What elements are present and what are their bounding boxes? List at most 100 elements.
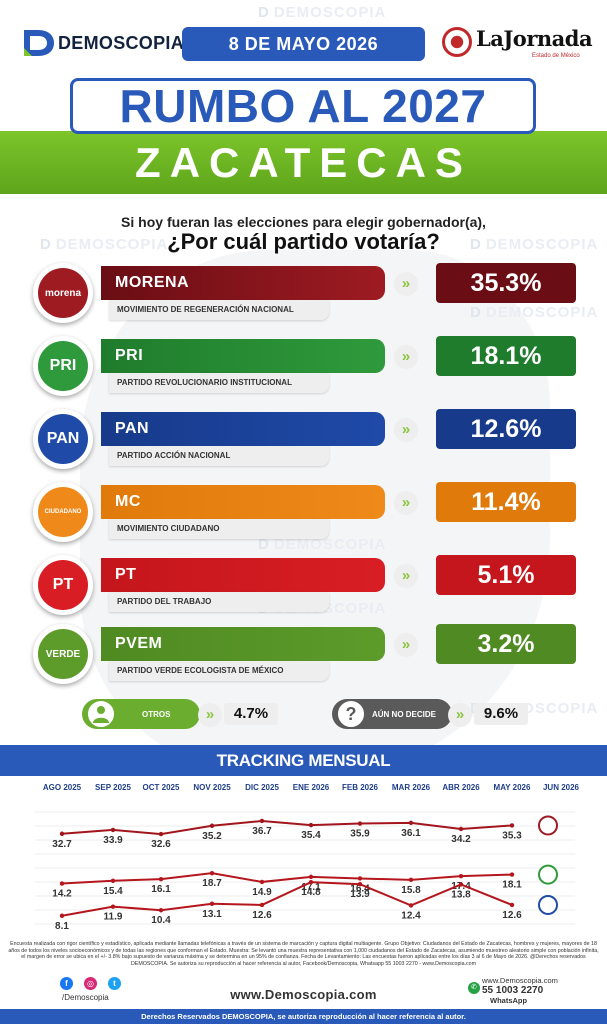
data-point xyxy=(408,820,414,826)
data-point xyxy=(259,879,265,885)
aun-no-decide-value: 9.6% xyxy=(474,703,528,725)
social-handle[interactable]: /Demoscopia xyxy=(62,993,109,1002)
rights-band: Derechos Reservados DEMOSCOPIA, se autor… xyxy=(0,1009,607,1024)
chevron-right-icon: » xyxy=(394,345,418,369)
party-abbr-bar: MORENA xyxy=(101,266,385,300)
chevron-right-icon: » xyxy=(394,491,418,515)
question-line-1: Si hoy fueran las elecciones para elegir… xyxy=(121,214,486,230)
party-logo-icon: PT xyxy=(33,555,93,615)
contact-website[interactable]: www.Demoscopia.com xyxy=(482,976,558,985)
party-percentage: 11.4% xyxy=(436,482,576,522)
legend-badge-pan-icon xyxy=(538,894,558,915)
data-label: 18.7 xyxy=(202,878,222,889)
party-abbr-bar: PAN xyxy=(101,412,385,446)
data-point xyxy=(158,876,164,882)
subtitle-band xyxy=(0,131,607,194)
data-point xyxy=(259,902,265,908)
party-row-pri: PRI PRI PARTIDO REVOLUCIONARIO INSTITUCION… xyxy=(0,336,607,402)
data-label: 35.3 xyxy=(502,830,522,841)
party-row-pvem: VERDE PVEM PARTIDO VERDE ECOLOGISTA DE MÉX… xyxy=(0,624,607,690)
party-row-pan: PAN PAN PARTIDO ACCIÓN NACIONAL» 12.6% xyxy=(0,409,607,475)
data-point xyxy=(209,823,215,828)
data-label: 32.6 xyxy=(151,839,171,850)
legend-badge-morena-icon xyxy=(538,815,558,836)
data-label: 34.2 xyxy=(451,834,471,845)
party-logo-icon: VERDE xyxy=(33,624,93,684)
party-percentage: 3.2% xyxy=(436,624,576,664)
x-tick-label: ABR 2026 xyxy=(442,783,480,792)
demoscopia-logo-icon xyxy=(24,30,54,56)
data-point xyxy=(259,818,265,824)
party-logo-icon: morena xyxy=(33,263,93,323)
watermark: DEMOSCOPIA xyxy=(258,536,386,553)
party-abbr-bar: PRI xyxy=(101,339,385,373)
data-point xyxy=(458,873,464,879)
data-point xyxy=(509,902,515,908)
facebook-icon[interactable]: f xyxy=(60,977,73,990)
data-label: 36.7 xyxy=(252,826,272,837)
la-jornada-logo-icon xyxy=(442,27,472,57)
party-row-morena: morena MORENA MOVIMIENTO DE REGENERACIÓN N… xyxy=(0,263,607,329)
data-label: 35.2 xyxy=(202,831,222,842)
party-full-name: MOVIMIENTO CIUDADANO xyxy=(109,519,329,539)
data-label: 12.4 xyxy=(401,910,421,921)
data-point xyxy=(59,881,65,886)
date-pill: 8 DE MAYO 2026 xyxy=(182,27,425,61)
watermark: DEMOSCOPIA xyxy=(258,4,386,21)
data-label: 11.9 xyxy=(104,912,123,923)
data-label: 18.1 xyxy=(502,880,522,891)
data-label: 14.8 xyxy=(301,887,321,898)
x-tick-label: MAY 2026 xyxy=(494,783,531,792)
data-point xyxy=(209,901,215,906)
party-abbr-bar: PT xyxy=(101,558,385,592)
data-label: 15.4 xyxy=(103,886,123,897)
data-point xyxy=(308,874,314,880)
twitter-icon[interactable]: t xyxy=(108,977,121,990)
partner-subtitle: Estado de México xyxy=(532,53,580,59)
data-point xyxy=(110,904,116,909)
contact-phone[interactable]: 55 1003 2270 xyxy=(482,985,544,996)
chevron-right-icon: » xyxy=(394,633,418,657)
data-point xyxy=(158,831,164,837)
aun-no-decide-label: AÚN NO DECIDE xyxy=(372,710,437,719)
party-full-name: PARTIDO REVOLUCIONARIO INSTITUCIONAL xyxy=(109,373,329,393)
party-logo-text: CIUDADANO xyxy=(38,487,88,537)
party-full-name: PARTIDO DEL TRABAJO xyxy=(109,592,329,612)
x-tick-label: ENE 2026 xyxy=(293,783,330,792)
tracking-band xyxy=(0,745,607,776)
tracking-title: TRACKING MENSUAL xyxy=(216,751,391,770)
watermark: DEMOSCOPIA xyxy=(40,236,168,253)
user-icon xyxy=(86,699,116,729)
chevron-right-icon: » xyxy=(198,703,222,727)
data-label: 10.4 xyxy=(151,915,171,926)
title-box: RUMBO AL 2027 xyxy=(70,78,536,134)
partner-name: LaJornada xyxy=(476,26,593,51)
otros-label: OTROS xyxy=(142,710,171,719)
data-label: 35.9 xyxy=(350,829,370,840)
whatsapp-icon: ✆ xyxy=(468,982,480,994)
data-point xyxy=(209,870,215,876)
party-logo-icon: CIUDADANO xyxy=(33,482,93,542)
data-label: 16.4 xyxy=(350,883,370,894)
tracking-line-chart: AGO 2025 SEP 2025 OCT 2025 NOV 2025 DIC 2025… xyxy=(0,776,607,936)
x-tick-label: NOV 2025 xyxy=(193,783,231,792)
brand-name: DEMOSCOPIA xyxy=(58,33,185,53)
instagram-icon[interactable]: ◎ xyxy=(84,977,97,990)
party-full-name: PARTIDO ACCIÓN NACIONAL xyxy=(109,446,329,466)
x-tick-label: DIC 2025 xyxy=(245,783,279,792)
data-point xyxy=(110,878,116,883)
data-label: 17.1 xyxy=(301,882,321,893)
data-label: 32.7 xyxy=(52,839,72,850)
data-label: 14.9 xyxy=(252,887,272,898)
contact-whatsapp-label: WhatsApp xyxy=(490,996,528,1005)
series-line-morena xyxy=(61,819,513,836)
party-percentage: 5.1% xyxy=(436,555,576,595)
party-abbr-bar: MC xyxy=(101,485,385,519)
data-label: 8.1 xyxy=(55,921,69,932)
party-abbr-bar: PVEM xyxy=(101,627,385,661)
data-label: 16.1 xyxy=(151,884,171,895)
data-point xyxy=(357,821,363,826)
x-tick-label: JUN 2026 xyxy=(543,783,580,792)
website-link[interactable]: www.Demoscopia.com xyxy=(230,987,377,1002)
data-point xyxy=(357,882,363,887)
